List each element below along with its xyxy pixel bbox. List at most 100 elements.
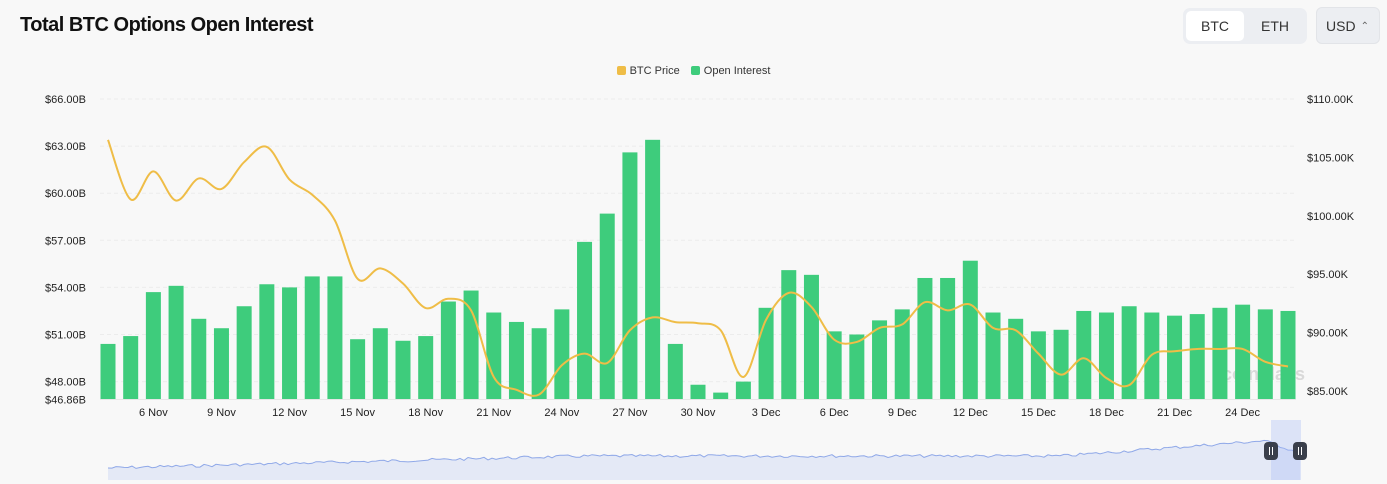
x-tick-label: 15 Nov bbox=[340, 407, 375, 419]
oi-bar bbox=[191, 318, 207, 400]
left-tick-label: $48.00B bbox=[45, 377, 86, 389]
oi-bar bbox=[917, 277, 933, 400]
oi-bar bbox=[1189, 314, 1205, 400]
oi-bar bbox=[713, 392, 729, 400]
tab-eth[interactable]: ETH bbox=[1261, 18, 1289, 34]
x-tick-label: 6 Dec bbox=[820, 407, 849, 419]
left-tick-label: $66.00B bbox=[45, 94, 86, 106]
oi-bar bbox=[259, 284, 275, 400]
oi-bar bbox=[849, 334, 865, 400]
oi-bar bbox=[508, 321, 524, 400]
oi-bar bbox=[463, 290, 479, 400]
oi-bar bbox=[622, 152, 638, 400]
oi-bar bbox=[962, 260, 978, 400]
oi-bar bbox=[1257, 309, 1273, 400]
x-tick-label: 27 Nov bbox=[612, 407, 647, 419]
oi-bar bbox=[1280, 310, 1296, 400]
oi-bar bbox=[803, 274, 819, 400]
x-tick-label: 18 Dec bbox=[1089, 407, 1124, 419]
right-tick-label: $105.00K bbox=[1307, 152, 1355, 164]
oi-bar bbox=[1076, 310, 1092, 400]
oi-bar bbox=[418, 336, 434, 400]
oi-bar bbox=[667, 343, 683, 400]
oi-bar bbox=[1235, 304, 1251, 400]
oi-bar bbox=[1008, 318, 1024, 400]
oi-bar bbox=[1167, 315, 1183, 400]
oi-bar bbox=[440, 301, 456, 400]
oi-bar bbox=[1053, 329, 1069, 400]
legend-label: Open Interest bbox=[703, 65, 771, 77]
x-tick-label: 12 Dec bbox=[953, 407, 988, 419]
oi-bar bbox=[236, 306, 252, 400]
x-tick-label: 15 Dec bbox=[1021, 407, 1056, 419]
x-tick-label: 30 Nov bbox=[681, 407, 716, 419]
x-tick-label: 21 Dec bbox=[1157, 407, 1192, 419]
left-tick-label: $46.86B bbox=[45, 394, 86, 406]
oi-bar bbox=[168, 285, 184, 400]
left-tick-label: $63.00B bbox=[45, 141, 86, 153]
btc-price-line bbox=[107, 139, 1289, 397]
oi-bar bbox=[645, 139, 661, 400]
oi-bar bbox=[327, 276, 343, 400]
tab-btc[interactable]: BTC bbox=[1186, 11, 1244, 41]
legend: BTC Price Open Interest bbox=[0, 65, 1387, 77]
right-tick-label: $100.00K bbox=[1307, 211, 1355, 223]
legend-label: BTC Price bbox=[629, 65, 680, 77]
x-tick-label: 18 Nov bbox=[408, 407, 443, 419]
oi-bar bbox=[531, 328, 547, 400]
x-tick-label: 9 Nov bbox=[207, 407, 236, 419]
chevron-up-down-icon: ⌃ bbox=[1360, 21, 1369, 32]
oi-bar bbox=[1098, 312, 1114, 400]
oi-bar bbox=[554, 309, 570, 400]
navigator-area bbox=[108, 440, 1300, 480]
oi-bar bbox=[985, 312, 1001, 400]
oi-bar bbox=[145, 292, 161, 400]
oi-bar bbox=[1030, 331, 1046, 400]
right-tick-label: $90.00K bbox=[1307, 328, 1349, 340]
x-tick-label: 24 Dec bbox=[1225, 407, 1260, 419]
oi-bar bbox=[735, 381, 751, 400]
asset-toggle: BTC ETH bbox=[1183, 8, 1307, 44]
navigator-handle[interactable] bbox=[1293, 442, 1307, 460]
x-tick-label: 6 Nov bbox=[139, 407, 168, 419]
oi-bar bbox=[350, 339, 366, 400]
legend-btc-price[interactable]: BTC Price bbox=[616, 65, 680, 77]
legend-swatch-oi bbox=[690, 66, 700, 75]
left-tick-label: $57.00B bbox=[45, 235, 86, 247]
oi-bar bbox=[690, 384, 706, 400]
x-tick-label: 9 Dec bbox=[888, 407, 917, 419]
oi-bar bbox=[872, 320, 888, 400]
x-tick-label: 24 Nov bbox=[544, 407, 579, 419]
oi-bar bbox=[395, 340, 411, 400]
oi-bar bbox=[282, 287, 298, 400]
x-tick-label: 3 Dec bbox=[752, 407, 781, 419]
navigator-handle[interactable] bbox=[1264, 442, 1278, 460]
oi-bar bbox=[486, 312, 502, 400]
oi-bar bbox=[213, 328, 229, 400]
left-tick-label: $51.00B bbox=[45, 330, 86, 342]
navigator-line bbox=[107, 439, 1301, 469]
oi-bar bbox=[577, 241, 593, 400]
legend-open-interest[interactable]: Open Interest bbox=[690, 65, 771, 77]
right-tick-label: $85.00K bbox=[1307, 386, 1349, 398]
left-tick-label: $54.00B bbox=[45, 282, 86, 294]
legend-swatch-price bbox=[616, 66, 626, 75]
oi-bar bbox=[123, 336, 139, 400]
page-title: Total BTC Options Open Interest bbox=[20, 14, 314, 36]
oi-bar bbox=[1212, 307, 1228, 400]
right-tick-label: $110.00K bbox=[1307, 94, 1354, 106]
oi-bar bbox=[826, 331, 842, 400]
oi-bar bbox=[940, 277, 956, 400]
oi-bar bbox=[1121, 306, 1137, 400]
oi-bar bbox=[372, 328, 388, 400]
x-tick-label: 21 Nov bbox=[476, 407, 511, 419]
oi-bar bbox=[894, 309, 910, 400]
right-tick-label: $95.00K bbox=[1307, 269, 1349, 281]
oi-bar bbox=[599, 213, 615, 400]
currency-select[interactable]: USD ⌃ bbox=[1316, 7, 1380, 44]
currency-value: USD bbox=[1326, 18, 1356, 34]
oi-bar bbox=[781, 270, 797, 400]
navigator[interactable] bbox=[107, 420, 1307, 480]
